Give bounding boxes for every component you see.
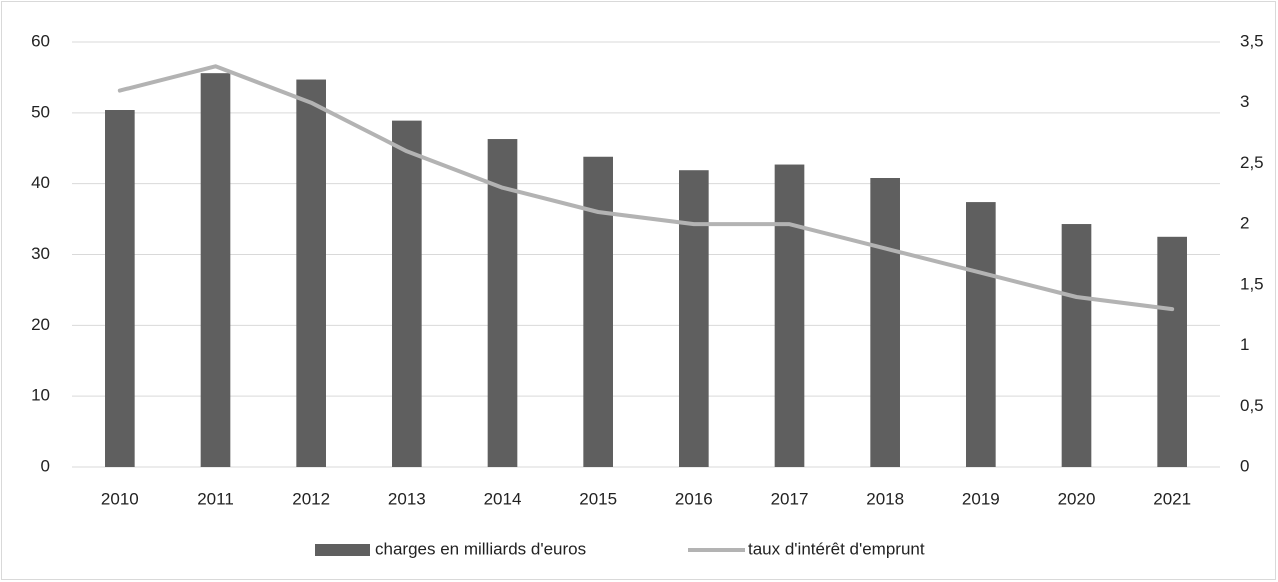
x-tick-label: 2010: [101, 489, 139, 508]
y-tick-label: 10: [31, 386, 50, 405]
y-tick-label: 60: [31, 31, 50, 50]
y-tick-label: 0: [41, 456, 50, 475]
y-tick-label: 30: [31, 244, 50, 263]
y2-tick-label: 2,5: [1240, 153, 1264, 172]
y-tick-label: 20: [31, 315, 50, 334]
bar: [296, 79, 326, 468]
line: [117, 64, 1175, 312]
x-tick-label: 2016: [675, 489, 713, 508]
x-tick-label: 2011: [197, 489, 234, 508]
x-tick-label: 2014: [484, 489, 522, 508]
bar: [583, 156, 613, 467]
x-tick-label: 2017: [771, 489, 809, 508]
bar: [200, 73, 231, 468]
y2-tick-label: 2: [1240, 214, 1249, 233]
y2-tick-label: 1,5: [1240, 274, 1264, 293]
bar: [679, 170, 709, 468]
y2-tick-label: 0: [1240, 456, 1249, 475]
y2-tick-label: 3,5: [1240, 31, 1264, 50]
x-tick-label: 2019: [962, 489, 1000, 508]
x-tick-label: 2020: [1058, 489, 1096, 508]
bar: [1157, 236, 1187, 467]
x-tick-label: 2013: [388, 489, 426, 508]
y2-tick-label: 0,5: [1240, 396, 1264, 415]
bar: [392, 120, 422, 467]
bar: [105, 110, 135, 467]
legend-label: charges en milliards d'euros: [375, 539, 586, 558]
bar: [774, 164, 805, 467]
y2-tick-label: 3: [1240, 92, 1249, 111]
x-tick-label: 2021: [1153, 489, 1191, 508]
y-tick-label: 50: [31, 102, 50, 121]
x-tick-label: 2015: [579, 489, 617, 508]
x-tick-label: 2012: [292, 489, 330, 508]
bar: [1061, 224, 1092, 467]
bar: [966, 202, 996, 468]
legend-label: taux d'intérêt d'emprunt: [748, 539, 925, 558]
y2-tick-label: 1: [1240, 335, 1249, 354]
x-tick-label: 2018: [866, 489, 904, 508]
bar: [487, 139, 518, 467]
y-tick-label: 40: [31, 173, 50, 192]
legend-swatch: [315, 544, 370, 556]
bar: [870, 178, 900, 467]
